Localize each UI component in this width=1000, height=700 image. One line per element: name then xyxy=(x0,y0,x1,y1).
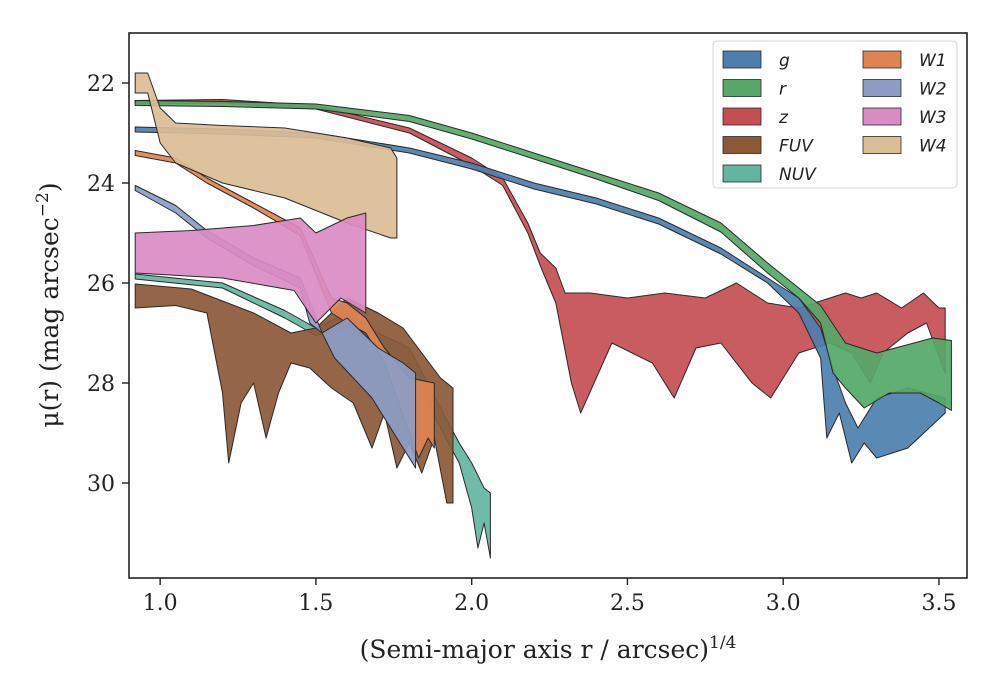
x-tick-label: 2.0 xyxy=(454,591,489,616)
x-tick-label: 2.5 xyxy=(610,591,645,616)
y-axis-label-text: μ(r) (mag arcsec xyxy=(35,217,64,427)
x-tick-label: 1.0 xyxy=(143,591,178,616)
legend-swatch-nuv xyxy=(722,164,762,183)
series-band-w3 xyxy=(134,212,367,324)
legend-label-r: r xyxy=(779,80,787,100)
plot-frame xyxy=(128,32,968,579)
y-axis-label-close: ) xyxy=(35,182,64,192)
y-tick-label: 24 xyxy=(87,172,115,197)
legend-swatch-w1 xyxy=(862,50,902,69)
series-band-r xyxy=(134,100,952,411)
x-tick-label: 1.5 xyxy=(298,591,333,616)
legend-swatch-g xyxy=(722,50,762,69)
x-tick-label: 3.0 xyxy=(766,591,801,616)
axes-layer: 1.0 1.5 2.0 2.5 3.0 3.5 22 24 26 28 30 xyxy=(87,72,956,616)
x-axis-label-text: (Semi-major axis r / arcsec) xyxy=(360,635,709,664)
legend-swatch-r xyxy=(722,79,762,97)
y-tick-label: 30 xyxy=(87,472,115,497)
legend-swatch-w3 xyxy=(862,107,902,126)
x-axis-label-superscript: 1/4 xyxy=(709,633,736,653)
legend-label-g: g xyxy=(779,51,790,71)
y-tick-label: 26 xyxy=(87,272,115,297)
legend-label-nuv: NUV xyxy=(779,165,817,185)
x-tick-label: 3.5 xyxy=(921,591,956,616)
legend-swatch-z xyxy=(722,107,762,126)
legend-label-fuv: FUV xyxy=(779,137,814,157)
legend-swatch-fuv xyxy=(722,136,762,154)
legend-label-z: z xyxy=(778,108,789,128)
legend-label-w3: W3 xyxy=(919,108,947,128)
legend-swatch-w2 xyxy=(862,79,902,97)
y-axis-label-superscript: −2 xyxy=(33,192,53,217)
series-band-w4 xyxy=(134,72,398,239)
legend-swatch-w4 xyxy=(862,136,902,154)
legend-label-w4: W4 xyxy=(919,137,947,157)
legend-label-w1: W1 xyxy=(919,51,947,71)
series-layer xyxy=(134,72,952,559)
series-band-g xyxy=(134,126,946,464)
x-axis-label: (Semi-major axis r / arcsec)1/4 xyxy=(360,633,737,664)
legend-label-w2: W2 xyxy=(919,80,947,100)
y-tick-label: 22 xyxy=(87,72,115,97)
y-tick-label: 28 xyxy=(87,372,115,397)
legend: grz FUV NUV W1 W2 W3 W4 xyxy=(712,40,958,189)
y-axis-label: μ(r) (mag arcsec−2) xyxy=(33,182,64,427)
